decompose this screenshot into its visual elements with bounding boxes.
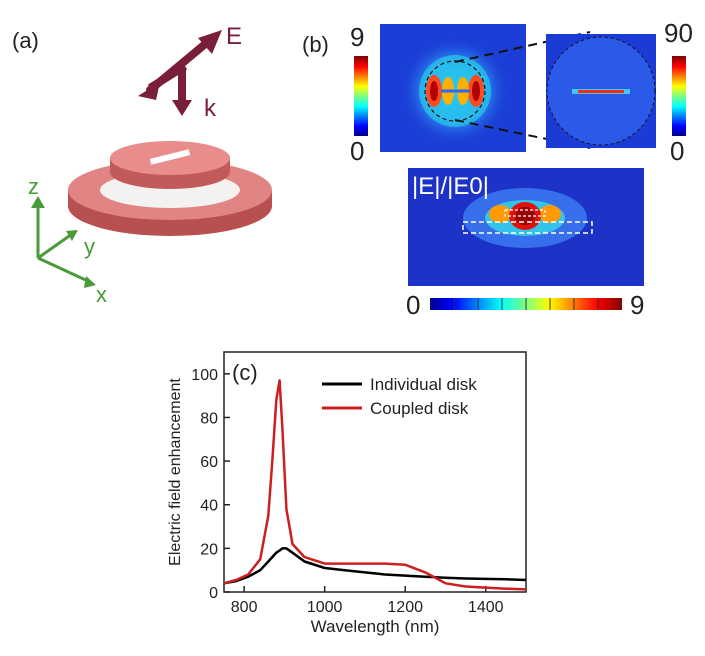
y-tick-label: 20 (200, 541, 218, 558)
panel-a-label: (a) (12, 28, 39, 53)
x-tick-label: 1000 (307, 599, 343, 616)
colorbar-right-min: 0 (670, 136, 685, 166)
y-tick-label: 100 (191, 367, 218, 384)
legend-label-1: Individual disk (370, 375, 477, 394)
y-tick-label: 60 (200, 454, 218, 471)
x-tick-label: 800 (231, 599, 258, 616)
coordinate-axes (31, 196, 96, 288)
colorbar-left-min: 0 (350, 136, 365, 166)
field-map-side-view (408, 168, 644, 286)
y-tick-label: 0 (209, 585, 218, 602)
colorbar-bottom-min: 0 (406, 290, 421, 320)
colorbar-bottom-max: 9 (630, 290, 645, 320)
side-view-title: |E|/|E0| (412, 173, 489, 200)
colorbar-right-max: 90 (664, 18, 693, 48)
y-axis-label: Electric field enhancement (167, 378, 184, 566)
colorbar-right (672, 56, 686, 136)
axis-y-label: y (84, 234, 95, 259)
y-tick-label: 80 (200, 410, 218, 427)
colorbar-left (354, 56, 368, 136)
series-line-2 (223, 379, 527, 591)
field-map-top-view (380, 24, 526, 152)
x-axis-label: Wavelength (nm) (311, 617, 440, 636)
panel-b-label: (b) (302, 32, 329, 57)
panel-c-label: (c) (232, 360, 258, 385)
field-enhancement-chart: 800 1000 1200 1400 0 20 40 60 80 100 Wavelength (n… (167, 351, 527, 636)
panel-b-field-maps: |E|/|E0| (354, 24, 686, 310)
axis-x-label: x (96, 282, 107, 307)
plot-frame (223, 351, 527, 593)
polarization-vectors (138, 30, 222, 116)
x-tick-label: 1200 (387, 599, 423, 616)
panel-a-illustration: E k z y x (28, 23, 272, 307)
series-line-1 (223, 547, 527, 585)
y-tick-label: 40 (200, 498, 218, 515)
x-tick-label: 1400 (468, 599, 504, 616)
colorbar-left-max: 9 (350, 22, 365, 52)
legend-label-2: Coupled disk (370, 399, 469, 418)
field-E-label: E (226, 23, 242, 50)
axis-z-label: z (28, 174, 39, 199)
ring-disk-structure (68, 141, 272, 236)
field-map-zoomed (546, 34, 656, 148)
wavevector-k-label: k (204, 95, 217, 122)
